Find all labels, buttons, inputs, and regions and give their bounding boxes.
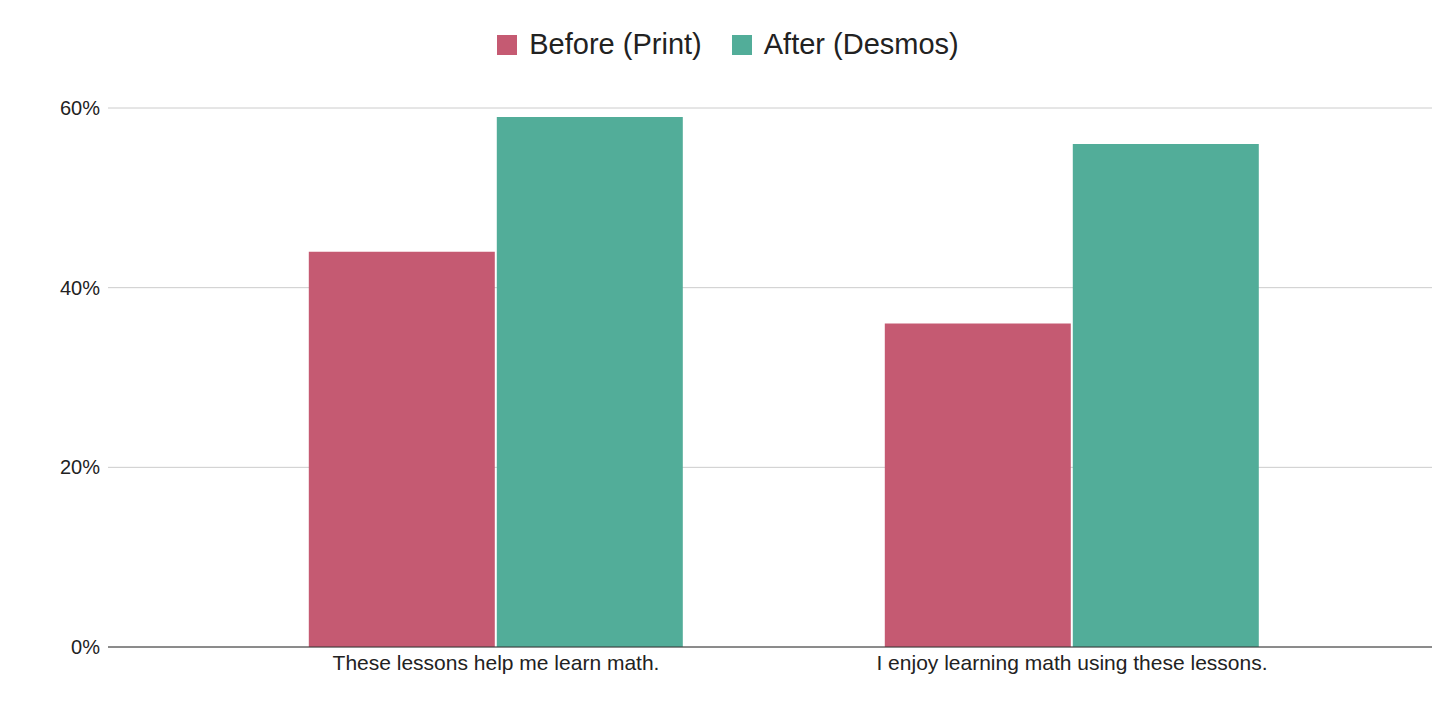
svg-text:60%: 60% — [60, 97, 100, 119]
svg-text:40%: 40% — [60, 277, 100, 299]
html-text:After (Desmos): After (Desmos) — [763, 28, 959, 60]
svg-text:These lessons help me learn ma: These lessons help me learn math. — [333, 651, 660, 674]
html-text:Before (Print): Before (Print) — [529, 28, 702, 60]
svg-text:20%: 20% — [60, 456, 100, 478]
svg-text:I enjoy learning math using th: I enjoy learning math using these lesson… — [876, 651, 1267, 674]
svg-text:0%: 0% — [71, 636, 100, 658]
